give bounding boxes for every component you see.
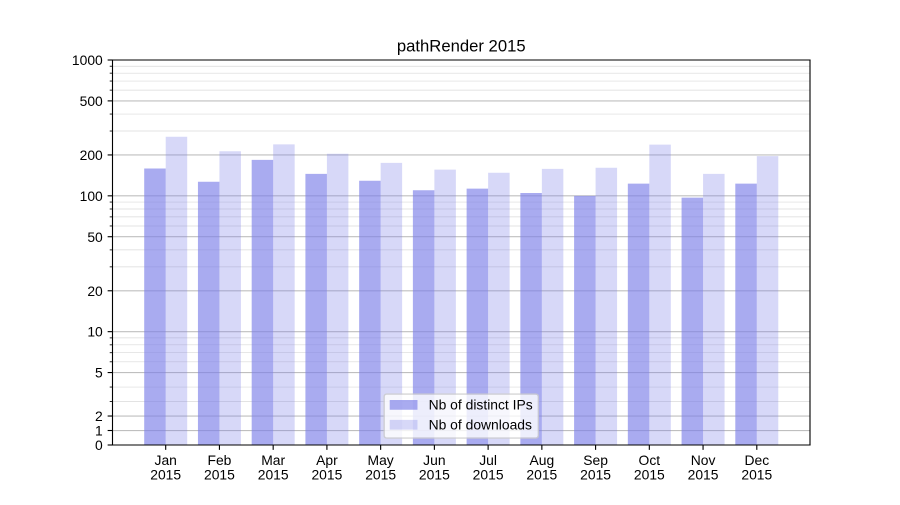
svg-text:Nov: Nov [691, 452, 716, 468]
svg-text:Apr: Apr [316, 452, 338, 468]
svg-text:Nb of downloads: Nb of downloads [429, 417, 532, 433]
svg-text:10: 10 [87, 324, 103, 340]
svg-text:0: 0 [95, 437, 103, 453]
svg-text:2015: 2015 [580, 467, 611, 483]
svg-text:200: 200 [80, 147, 103, 163]
svg-text:Jun: Jun [423, 452, 445, 468]
svg-text:1: 1 [95, 423, 103, 439]
svg-text:Feb: Feb [207, 452, 231, 468]
svg-text:Mar: Mar [261, 452, 285, 468]
svg-text:2015: 2015 [311, 467, 342, 483]
svg-text:Oct: Oct [639, 452, 661, 468]
svg-text:Jan: Jan [155, 452, 177, 468]
svg-text:2: 2 [95, 408, 103, 424]
svg-text:2015: 2015 [473, 467, 504, 483]
svg-text:2015: 2015 [204, 467, 235, 483]
svg-text:Dec: Dec [744, 452, 769, 468]
svg-text:2015: 2015 [688, 467, 719, 483]
svg-text:5: 5 [95, 365, 103, 381]
svg-text:2015: 2015 [419, 467, 450, 483]
svg-text:2015: 2015 [741, 467, 772, 483]
svg-text:2015: 2015 [634, 467, 665, 483]
svg-text:Aug: Aug [529, 452, 554, 468]
svg-text:2015: 2015 [365, 467, 396, 483]
svg-text:Jul: Jul [479, 452, 497, 468]
svg-text:1000: 1000 [72, 52, 103, 68]
svg-text:pathRender 2015: pathRender 2015 [397, 37, 526, 56]
svg-text:100: 100 [80, 188, 103, 204]
svg-text:2015: 2015 [150, 467, 181, 483]
svg-text:May: May [368, 452, 394, 468]
svg-text:20: 20 [87, 283, 103, 299]
svg-text:2015: 2015 [526, 467, 557, 483]
svg-text:500: 500 [80, 93, 103, 109]
svg-text:2015: 2015 [258, 467, 289, 483]
svg-text:Nb of distinct IPs: Nb of distinct IPs [429, 397, 533, 413]
svg-text:Sep: Sep [583, 452, 608, 468]
svg-text:50: 50 [87, 229, 103, 245]
